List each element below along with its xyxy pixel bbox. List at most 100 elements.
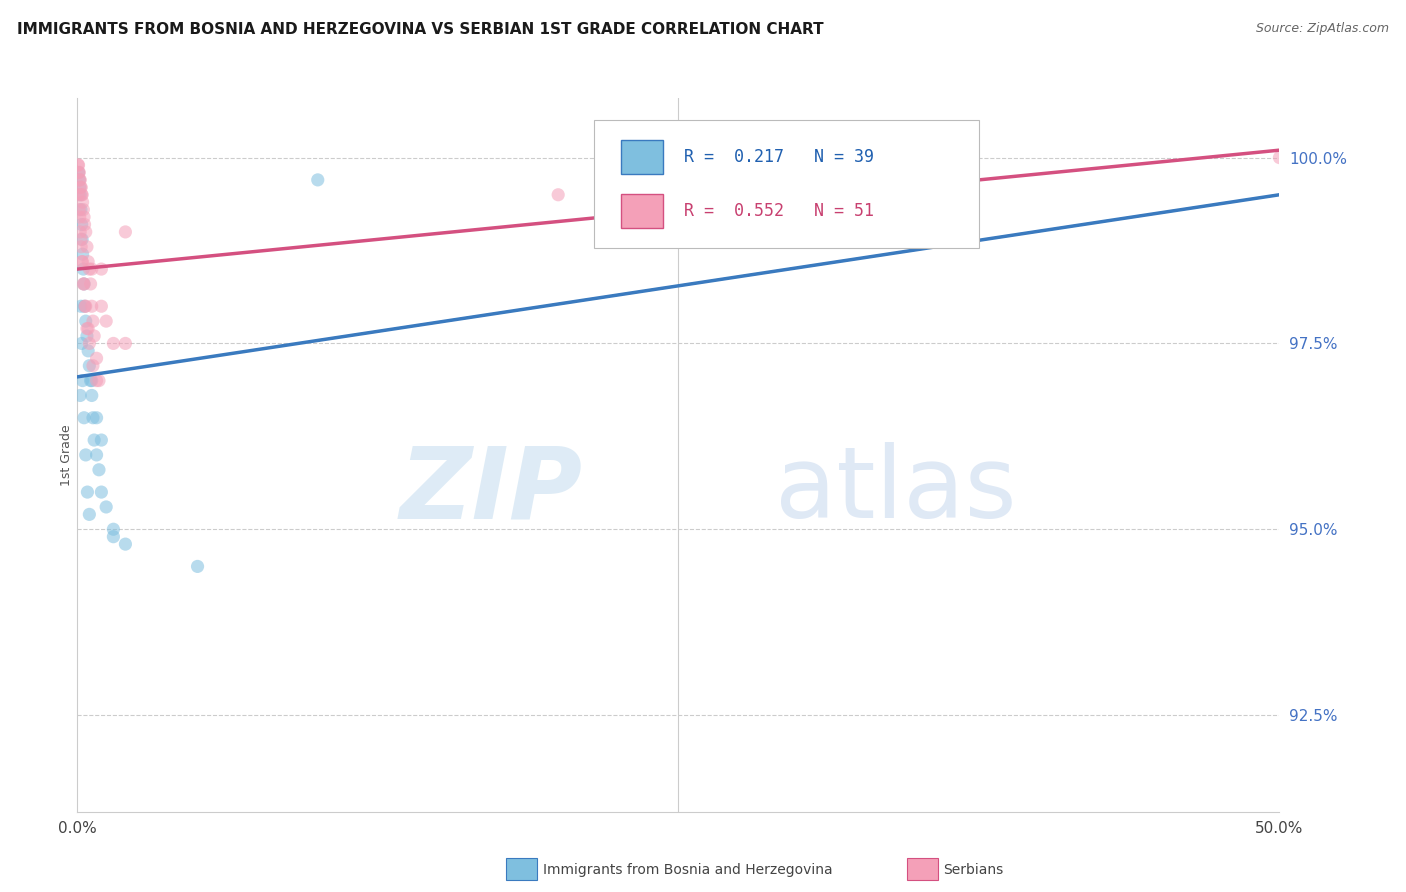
Point [70, 336, 93, 351]
Point [72, 277, 94, 291]
Point [79, 277, 101, 291]
FancyBboxPatch shape [620, 194, 662, 228]
Point [96, 500, 118, 514]
Point [72, 202, 94, 217]
Point [82, 359, 104, 373]
FancyBboxPatch shape [620, 139, 662, 174]
Point [67, 202, 90, 217]
Point [67, 158, 90, 172]
Point [69, 225, 91, 239]
Point [69, 180, 91, 194]
Point [114, 537, 136, 551]
Point [76, 240, 98, 254]
Text: Immigrants from Bosnia and Herzegovina: Immigrants from Bosnia and Herzegovina [543, 863, 832, 877]
Point [547, 187, 569, 202]
Point [70, 299, 93, 313]
Point [79, 374, 101, 388]
Point [80, 374, 103, 388]
Point [90, 433, 112, 447]
Text: Serbians: Serbians [943, 863, 1004, 877]
Point [70, 187, 93, 202]
Point [103, 530, 125, 544]
Point [114, 225, 136, 239]
Point [75, 225, 97, 239]
Point [70, 232, 93, 246]
Point [70, 254, 93, 268]
Point [70, 187, 93, 202]
Point [75, 314, 97, 328]
Point [86, 374, 108, 388]
Point [187, 559, 209, 574]
Point [73, 410, 96, 425]
Point [73, 210, 96, 224]
Point [77, 321, 100, 335]
Point [82, 314, 104, 328]
Point [70, 218, 93, 232]
Point [73, 299, 96, 313]
Point [83, 329, 105, 343]
Point [69, 173, 91, 187]
Point [103, 336, 125, 351]
Text: R =  0.552   N = 51: R = 0.552 N = 51 [685, 202, 875, 219]
Point [73, 218, 96, 232]
Text: atlas: atlas [775, 442, 1017, 539]
Point [73, 277, 96, 291]
Point [79, 508, 101, 522]
Point [96, 314, 118, 328]
Point [69, 187, 91, 202]
Point [76, 321, 98, 335]
Point [76, 485, 98, 500]
Point [90, 299, 112, 313]
Text: Source: ZipAtlas.com: Source: ZipAtlas.com [1256, 22, 1389, 36]
Point [69, 180, 91, 194]
Point [86, 410, 108, 425]
Point [82, 410, 104, 425]
Point [307, 173, 329, 187]
Point [908, 165, 931, 179]
Point [70, 202, 93, 217]
Point [86, 448, 108, 462]
Point [72, 195, 94, 210]
Point [80, 262, 103, 277]
Point [67, 173, 90, 187]
Point [69, 173, 91, 187]
Point [79, 336, 101, 351]
Point [72, 262, 94, 277]
Point [87, 374, 110, 388]
Point [67, 187, 90, 202]
Point [79, 359, 101, 373]
Text: R =  0.217   N = 39: R = 0.217 N = 39 [685, 148, 875, 166]
Point [70, 180, 93, 194]
Point [70, 232, 93, 246]
Point [86, 351, 108, 366]
Point [72, 374, 94, 388]
Point [73, 277, 96, 291]
Point [80, 388, 103, 402]
Point [83, 433, 105, 447]
Point [67, 165, 90, 179]
Point [70, 240, 93, 254]
Point [73, 299, 96, 313]
Point [87, 463, 110, 477]
Y-axis label: 1st Grade: 1st Grade [60, 424, 73, 486]
Point [67, 158, 90, 172]
Point [70, 254, 93, 268]
Text: IMMIGRANTS FROM BOSNIA AND HERZEGOVINA VS SERBIAN 1ST GRADE CORRELATION CHART: IMMIGRANTS FROM BOSNIA AND HERZEGOVINA V… [17, 22, 824, 37]
Point [69, 388, 91, 402]
Point [69, 210, 91, 224]
Point [1268, 151, 1291, 165]
Point [75, 448, 97, 462]
Point [76, 329, 98, 343]
Point [67, 165, 90, 179]
Point [114, 336, 136, 351]
Point [103, 522, 125, 536]
Point [77, 343, 100, 358]
Point [77, 254, 100, 268]
Point [90, 485, 112, 500]
Point [90, 262, 112, 277]
Point [75, 299, 97, 313]
FancyBboxPatch shape [595, 120, 979, 248]
Point [79, 262, 101, 277]
Point [80, 299, 103, 313]
Text: ZIP: ZIP [399, 442, 582, 539]
